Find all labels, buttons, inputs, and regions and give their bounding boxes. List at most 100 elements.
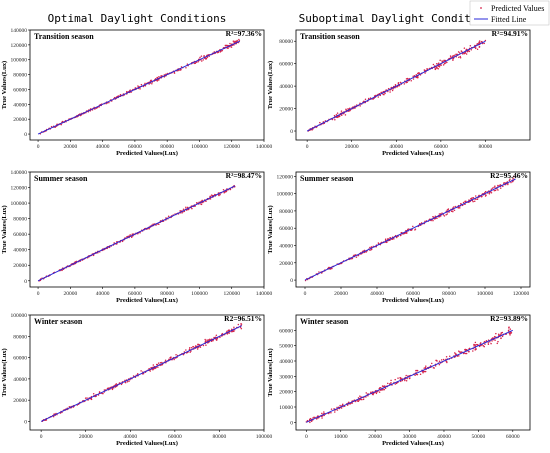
data-point xyxy=(462,201,465,204)
data-point xyxy=(108,101,110,104)
data-point xyxy=(369,249,371,251)
data-point xyxy=(458,350,460,352)
y-tick-label: 40000 xyxy=(279,359,293,365)
column-title-suboptimal: Suboptimal Daylight Conditions xyxy=(299,12,498,25)
y-tick-label: 20000 xyxy=(279,390,293,396)
data-point xyxy=(474,341,477,344)
data-point xyxy=(454,352,456,354)
data-point xyxy=(483,345,485,348)
data-point xyxy=(414,229,416,231)
data-point xyxy=(419,373,422,375)
data-point xyxy=(474,47,477,50)
x-tick-label: 40000 xyxy=(370,291,384,297)
data-point xyxy=(232,40,235,42)
data-point xyxy=(203,55,205,57)
data-point xyxy=(377,242,380,244)
data-point xyxy=(494,189,497,192)
y-tick-label: 20000 xyxy=(13,398,27,404)
data-point xyxy=(136,372,139,375)
data-point xyxy=(200,55,203,57)
scatter-panel-3: 0 20000 40000 60000 80000 100000 120000 140000 0… xyxy=(1,170,273,304)
data-point xyxy=(510,181,512,184)
data-point xyxy=(224,44,227,47)
data-point xyxy=(509,178,511,180)
x-tick-label: 20000 xyxy=(368,434,382,440)
data-point xyxy=(230,46,233,48)
x-tick-label: 100000 xyxy=(191,144,208,150)
data-point xyxy=(437,67,439,70)
data-point xyxy=(155,363,158,366)
data-point xyxy=(483,42,485,45)
data-point xyxy=(196,348,199,350)
data-point xyxy=(206,56,209,59)
y-tick-label: 80000 xyxy=(13,73,27,79)
data-point xyxy=(446,61,448,64)
y-tick-label: 0 xyxy=(24,419,27,425)
data-point xyxy=(445,360,448,363)
data-point xyxy=(425,365,427,367)
data-point xyxy=(468,50,471,53)
data-point xyxy=(445,214,447,216)
data-point xyxy=(338,115,341,118)
data-point xyxy=(394,383,397,385)
data-point xyxy=(412,78,415,80)
data-point xyxy=(348,401,350,403)
data-point xyxy=(202,59,204,61)
data-point xyxy=(404,379,406,382)
r2-label: R²=98.47% xyxy=(226,171,262,180)
y-tick-label: 0 xyxy=(24,279,27,285)
data-point xyxy=(212,339,214,342)
data-point xyxy=(453,209,456,211)
data-point xyxy=(478,41,480,44)
data-point xyxy=(380,91,382,94)
x-axis-title: Predicted Values(Lux) xyxy=(382,297,444,304)
x-tick-label: 140000 xyxy=(256,291,273,297)
data-point xyxy=(214,193,216,196)
data-point xyxy=(321,412,323,415)
column-title-optimal: Optimal Daylight Conditions xyxy=(48,12,227,25)
data-point xyxy=(509,333,511,335)
x-tick-label: 40000 xyxy=(437,434,451,440)
data-point xyxy=(339,404,341,407)
y-tick-label: 20000 xyxy=(13,263,27,269)
data-point xyxy=(189,351,191,353)
data-point xyxy=(128,380,130,382)
data-point xyxy=(485,340,488,342)
data-point xyxy=(359,102,361,104)
y-tick-label: 40000 xyxy=(13,248,27,254)
y-tick-label: 0 xyxy=(290,129,293,135)
data-point xyxy=(470,48,473,51)
y-tick-label: 60000 xyxy=(13,356,27,362)
data-point xyxy=(173,72,176,74)
data-point xyxy=(494,185,496,187)
data-point xyxy=(391,89,394,92)
data-point xyxy=(474,44,476,47)
data-point xyxy=(469,45,472,47)
data-point xyxy=(364,98,367,100)
data-point xyxy=(330,408,333,410)
y-tick-label: 100000 xyxy=(11,201,28,207)
data-point xyxy=(394,84,397,86)
y-axis-title: True Values(Lux) xyxy=(1,205,8,253)
data-point xyxy=(473,200,476,203)
data-point xyxy=(395,236,398,239)
data-point xyxy=(148,367,150,370)
y-axis-title: True Values(Lux) xyxy=(267,348,274,396)
data-point xyxy=(389,237,392,239)
r2-label: R2=95.46% xyxy=(490,171,528,180)
data-point xyxy=(493,189,496,192)
data-point xyxy=(173,358,175,361)
data-point xyxy=(371,393,374,396)
data-point xyxy=(415,73,418,76)
data-point xyxy=(161,361,163,364)
y-tick-label: 20000 xyxy=(279,107,293,113)
legend-predicted-label: Predicted Values xyxy=(491,4,544,13)
data-point xyxy=(405,379,408,382)
x-tick-label: 60000 xyxy=(128,144,142,150)
data-point xyxy=(472,200,474,203)
data-point xyxy=(497,184,499,187)
data-point xyxy=(132,375,135,377)
data-point xyxy=(509,328,512,330)
data-point xyxy=(399,81,402,84)
data-point xyxy=(387,87,390,90)
